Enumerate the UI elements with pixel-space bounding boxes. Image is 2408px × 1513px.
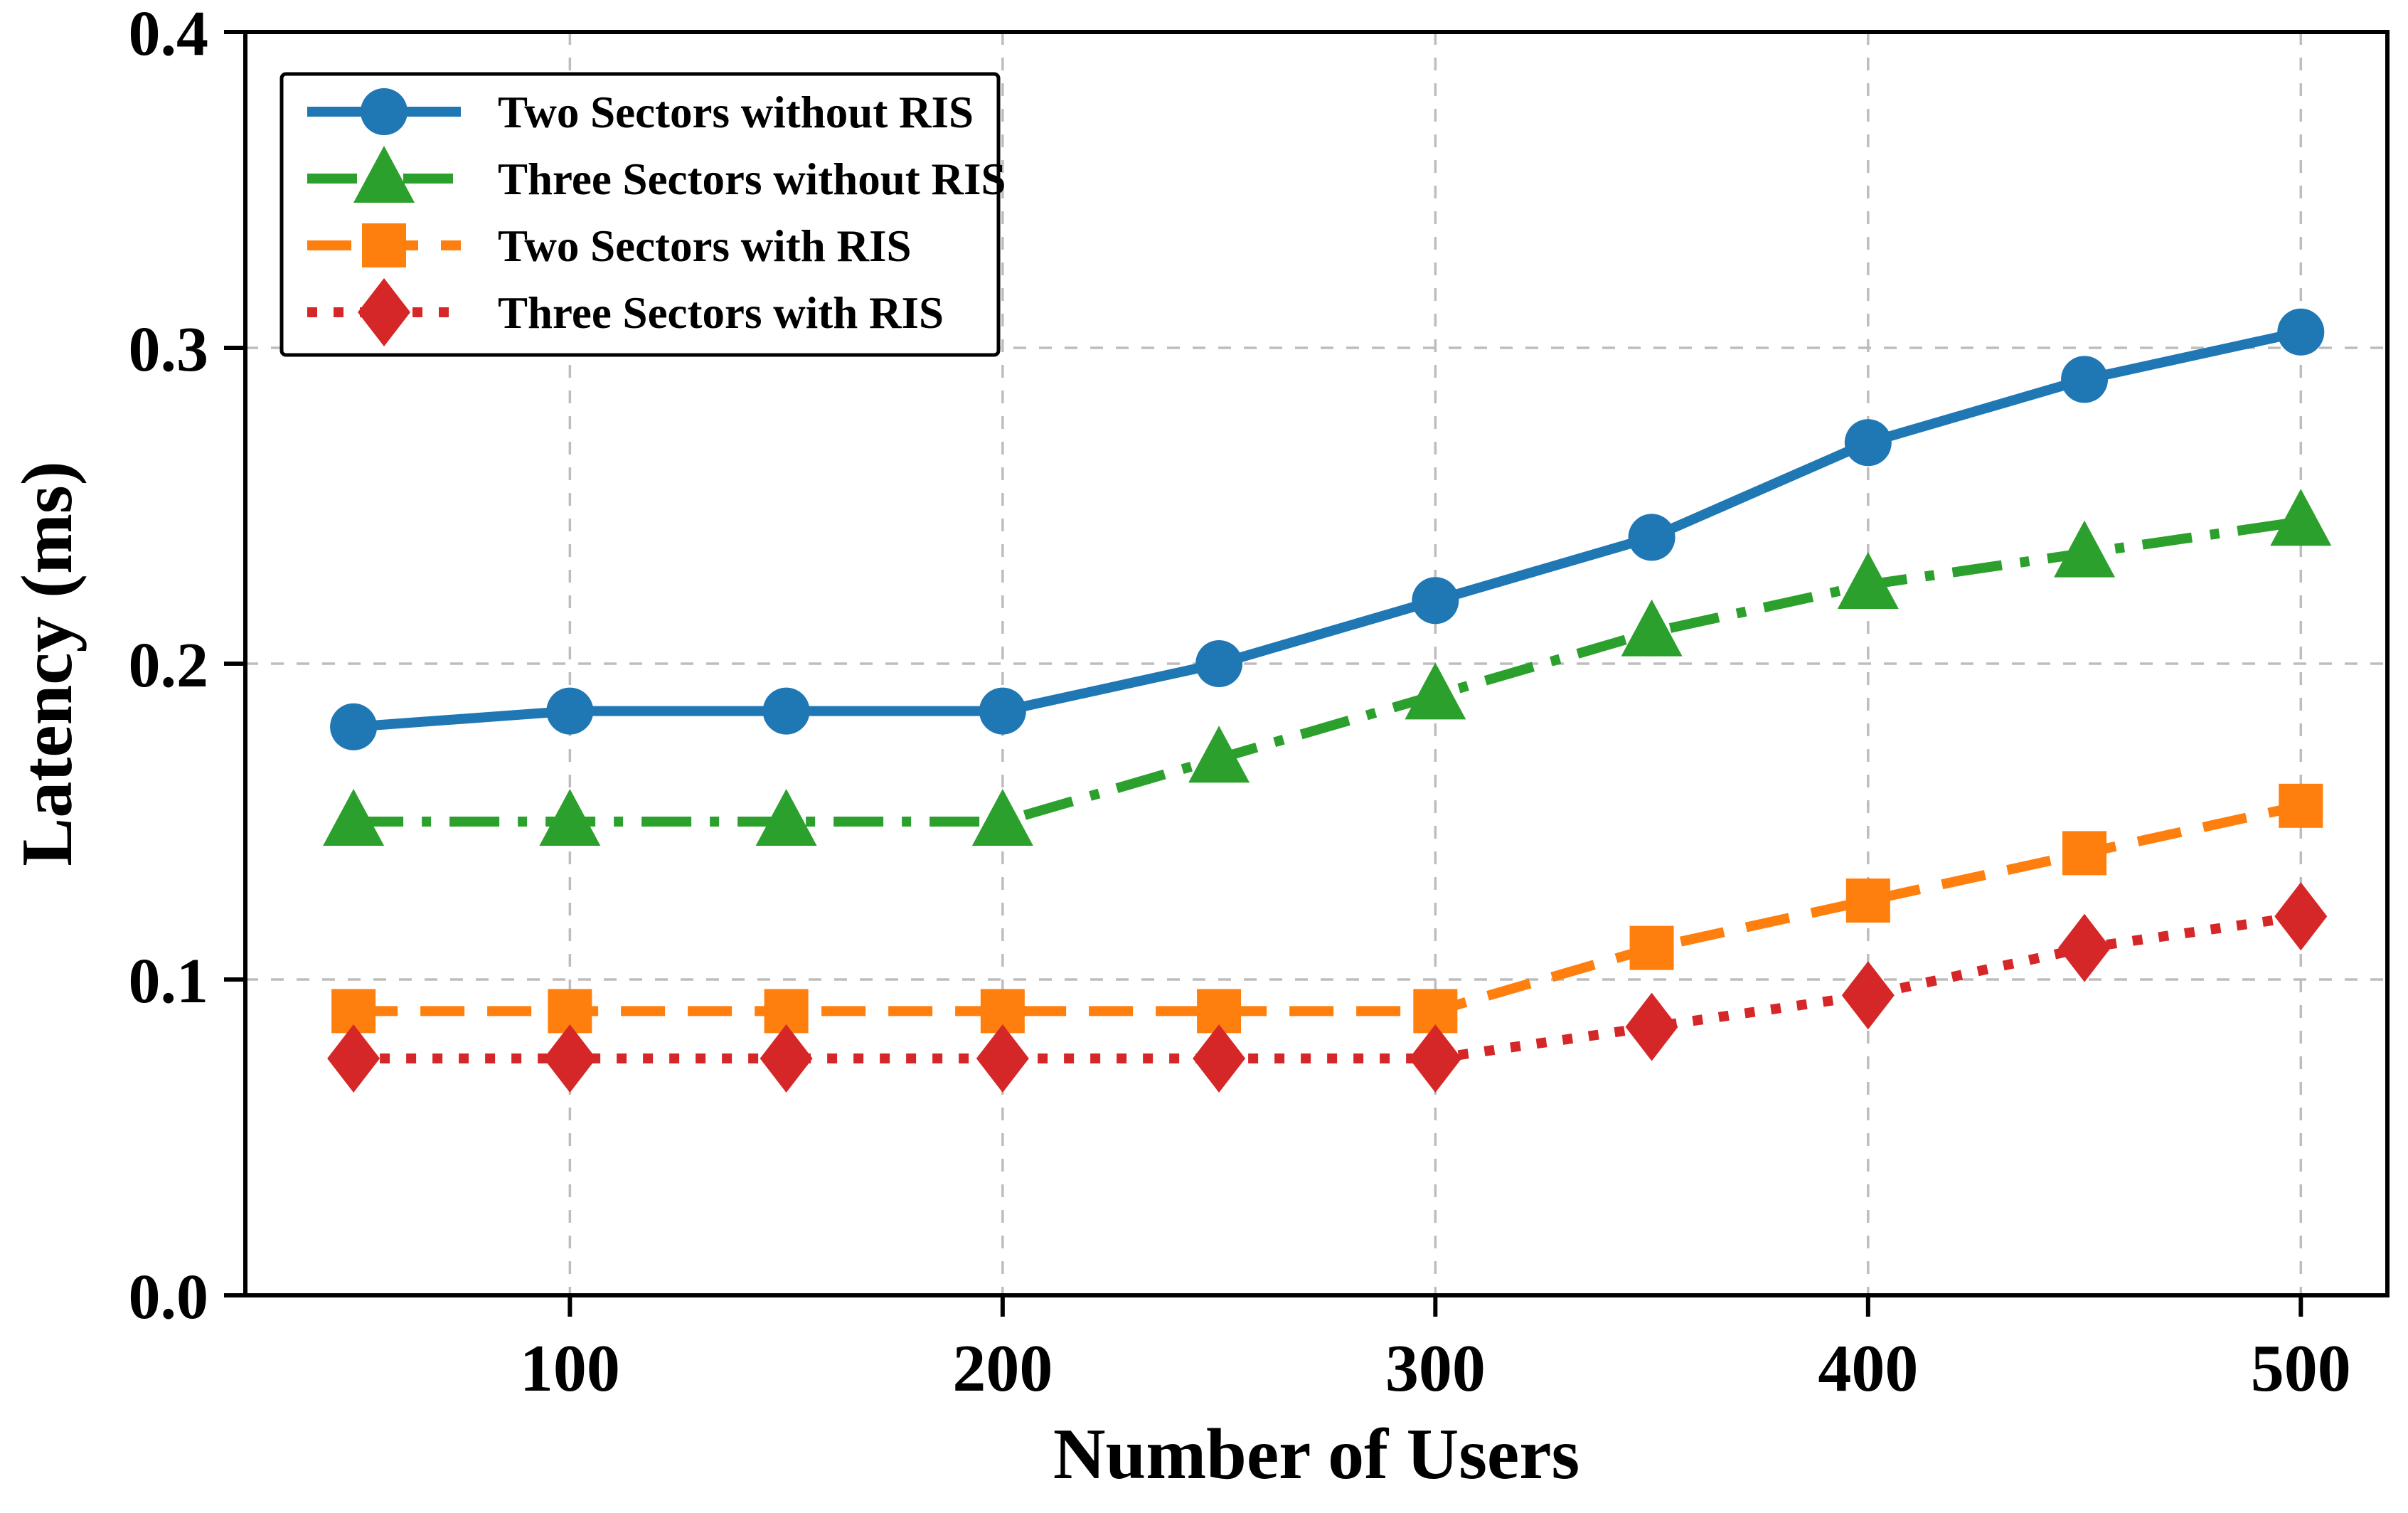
data-point-marker xyxy=(2277,308,2325,356)
data-point-marker xyxy=(762,687,810,735)
legend-label: Three Sectors with RIS xyxy=(498,288,944,338)
data-point-marker xyxy=(1837,552,1899,609)
data-point-marker xyxy=(971,789,1033,846)
legend-entry: Two Sectors without RIS xyxy=(307,87,974,137)
legend-sample-marker xyxy=(362,223,406,267)
axis-ticks: 100 200 300 400 500 0.0 0.1 0.2 0.3 0.4 xyxy=(129,0,2351,1406)
series-line xyxy=(353,800,2302,1016)
x-tick-label: 400 xyxy=(1818,1332,1918,1406)
series-two-sectors-without-ris xyxy=(330,308,2325,750)
legend-label: Three Sectors without RIS xyxy=(498,154,1006,204)
y-tick-label: 0.2 xyxy=(129,630,209,701)
legend-label: Two Sectors without RIS xyxy=(498,87,974,137)
data-point-marker xyxy=(979,687,1026,735)
data-point-marker xyxy=(1841,961,1895,1030)
y-axis-label: Latency (ms) xyxy=(7,461,87,866)
series-line xyxy=(353,516,2302,827)
x-tick-label: 100 xyxy=(520,1332,620,1406)
data-point-marker xyxy=(1409,1024,1462,1093)
data-point-marker xyxy=(1845,878,1890,923)
data-point-marker xyxy=(2054,520,2116,578)
data-point-marker xyxy=(1195,640,1243,687)
x-tick-label: 200 xyxy=(952,1332,1053,1406)
data-point-marker xyxy=(327,1024,380,1093)
legend-entry: Three Sectors without RIS xyxy=(307,146,1006,204)
data-point-marker xyxy=(1625,992,1678,1061)
data-point-marker xyxy=(1628,514,1676,561)
data-point-marker xyxy=(760,1024,813,1093)
data-point-marker xyxy=(2274,882,2328,951)
x-tick-label: 300 xyxy=(1385,1332,1486,1406)
data-point-marker xyxy=(330,703,378,750)
legend-box xyxy=(279,72,1001,357)
series-three-sectors-without-ris xyxy=(323,489,2332,846)
x-tick-label: 500 xyxy=(2251,1332,2351,1406)
data-point-marker xyxy=(2279,783,2323,828)
data-point-marker xyxy=(1844,419,1892,467)
legend-entry: Two Sectors with RIS xyxy=(307,221,912,271)
legend-label: Two Sectors with RIS xyxy=(498,221,912,271)
data-point-marker xyxy=(2061,356,2109,403)
y-tick-label: 0.3 xyxy=(129,314,209,385)
y-tick-label: 0.0 xyxy=(129,1262,209,1332)
legend-entry: Three Sectors with RIS xyxy=(307,278,944,346)
legend: Two Sectors without RIS Three Sectors wit… xyxy=(279,72,1006,357)
data-point-marker xyxy=(2058,913,2111,982)
series-three-sectors-with-ris xyxy=(327,882,2328,1093)
data-point-marker xyxy=(755,789,817,846)
data-point-marker xyxy=(546,687,594,735)
y-tick-label: 0.4 xyxy=(129,0,209,69)
data-point-marker xyxy=(539,789,601,846)
data-point-marker xyxy=(1188,726,1250,783)
data-point-marker xyxy=(1405,662,1466,720)
data-point-marker xyxy=(1629,925,1674,970)
data-point-marker xyxy=(2062,831,2107,876)
data-point-marker xyxy=(323,789,385,846)
data-point-marker xyxy=(1412,577,1459,625)
data-point-marker xyxy=(1193,1024,1246,1093)
data-point-marker xyxy=(2270,489,2332,546)
series-line xyxy=(353,911,2302,1063)
data-series xyxy=(323,308,2332,1093)
data-point-marker xyxy=(1621,599,1683,657)
data-point-marker xyxy=(543,1024,597,1093)
x-axis-label: Number of Users xyxy=(1053,1414,1579,1495)
legend-sample-marker xyxy=(361,88,407,135)
series-line xyxy=(353,327,2302,732)
series-two-sectors-with-ris xyxy=(331,783,2323,1034)
data-point-marker xyxy=(976,1024,1029,1093)
legend-sample-marker xyxy=(353,146,415,203)
legend-sample-marker xyxy=(358,278,410,346)
y-tick-label: 0.1 xyxy=(129,946,209,1016)
